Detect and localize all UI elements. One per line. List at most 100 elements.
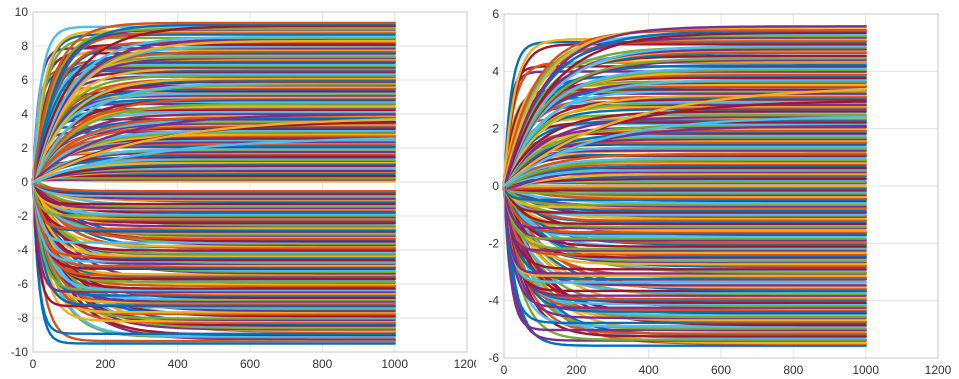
- series-line: [502, 180, 867, 341]
- series-line: [502, 183, 867, 281]
- series-line: [502, 44, 867, 191]
- series-line: [31, 178, 396, 314]
- y-tick-label: -6: [488, 351, 499, 365]
- x-tick-label: 0: [501, 363, 508, 377]
- series-line: [31, 183, 396, 193]
- series-line: [31, 181, 396, 255]
- x-tick-label: 1000: [852, 363, 879, 377]
- series-line: [31, 27, 396, 186]
- series-line: [502, 186, 867, 242]
- y-tick-label: 4: [492, 64, 499, 78]
- series-line: [31, 102, 396, 184]
- series-line: [502, 182, 867, 214]
- right-chart-panel: 0 200 400 600 800 1000 1200 -6 -4 -2 0 2 4 6: [478, 0, 959, 379]
- series-line: [502, 183, 867, 225]
- series-line: [31, 164, 396, 185]
- series-line: [31, 81, 396, 185]
- series-line: [502, 185, 867, 238]
- y-tick-label: 0: [21, 175, 28, 189]
- x-tick-label: 0: [30, 357, 37, 371]
- series-line: [502, 181, 867, 195]
- x-tick-label: 1000: [381, 357, 408, 371]
- series-line: [502, 188, 867, 256]
- y-tick-label: -6: [17, 277, 28, 291]
- y-tick-label: 10: [15, 5, 29, 19]
- series-line: [502, 115, 867, 188]
- series-line: [502, 183, 867, 347]
- series-line: [31, 137, 396, 184]
- plot-frame: [32, 11, 468, 353]
- series-line: [502, 188, 867, 201]
- series-line: [502, 170, 867, 190]
- series-line: [502, 25, 867, 190]
- series-line: [31, 182, 396, 197]
- series-line: [31, 180, 396, 244]
- series-line: [502, 60, 867, 183]
- x-tick-label: 800: [783, 363, 803, 377]
- series-line: [502, 183, 867, 332]
- series-line: [502, 180, 867, 277]
- series-line: [31, 179, 396, 206]
- y-tick-label: -10: [11, 345, 29, 359]
- y-tick-label: 0: [492, 179, 499, 193]
- series-line: [502, 185, 867, 325]
- series-line: [502, 78, 867, 184]
- x-tick-label: 200: [95, 357, 115, 371]
- y-tick-label: 6: [21, 73, 28, 87]
- series-line: [31, 129, 396, 185]
- series-line: [31, 180, 396, 270]
- series-line: [31, 182, 396, 294]
- series-line: [502, 181, 867, 259]
- y-tick-label: -4: [17, 243, 28, 257]
- x-tick-label: 600: [240, 357, 260, 371]
- series-line: [502, 188, 867, 287]
- x-tick-label: 800: [312, 357, 332, 371]
- series-line: [502, 168, 867, 189]
- x-tick-label: 200: [566, 363, 586, 377]
- series-line: [31, 35, 396, 186]
- series-line: [502, 187, 867, 309]
- series-line: [31, 21, 396, 184]
- series-line: [502, 182, 867, 330]
- x-tick-label: 600: [711, 363, 731, 377]
- series-line: [502, 180, 867, 252]
- series-line: [31, 147, 396, 183]
- series-line: [502, 186, 867, 192]
- series-line: [502, 183, 867, 304]
- plot-frame: [503, 13, 939, 359]
- series-line: [31, 181, 396, 258]
- series-line: [31, 178, 396, 182]
- series-line: [502, 175, 867, 185]
- series-line: [31, 178, 396, 307]
- y-tick-label: 2: [21, 141, 28, 155]
- y-tick-label: 4: [21, 107, 28, 121]
- series-line: [31, 178, 396, 208]
- series-line: [502, 181, 867, 251]
- series-line: [502, 184, 867, 271]
- series-line: [31, 181, 396, 217]
- series-line: [502, 186, 867, 208]
- series-line: [31, 179, 396, 248]
- series-line: [502, 88, 867, 188]
- series-line: [31, 113, 396, 184]
- left-line-chart: 0 200 400 600 800 1000 1200 -10 -8 -6 -4 -2 0 2 4 6 8 10: [11, 5, 476, 371]
- series-line: [31, 76, 396, 185]
- y-tick-label: -8: [17, 311, 28, 325]
- series-line: [31, 23, 396, 186]
- x-tick-label: 1200: [454, 357, 476, 371]
- y-tick-label: 8: [21, 39, 28, 53]
- series-line: [502, 188, 867, 284]
- series-line: [31, 24, 396, 182]
- series-line: [31, 180, 396, 260]
- series-line: [502, 182, 867, 240]
- series-line: [31, 180, 396, 345]
- series-group: [31, 21, 396, 345]
- series-line: [502, 110, 867, 187]
- series-line: [502, 184, 867, 188]
- left-chart-panel: 0 200 400 600 800 1000 1200 -10 -8 -6 -4 -2 0 2 4 6 8 10: [0, 0, 476, 379]
- series-line: [502, 185, 867, 216]
- series-line: [31, 182, 396, 292]
- series-line: [31, 79, 396, 182]
- series-line: [31, 181, 396, 236]
- y-tick-label: 6: [492, 7, 499, 21]
